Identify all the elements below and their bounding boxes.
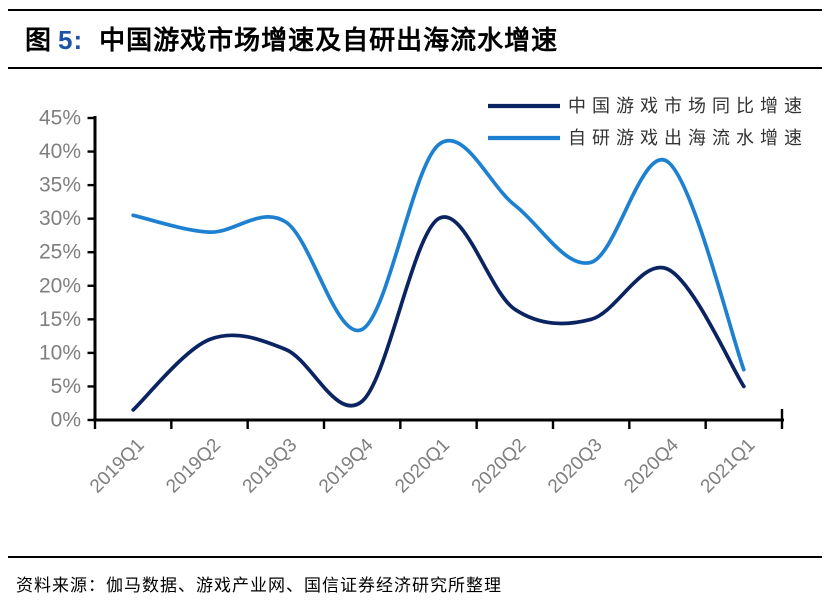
line-chart: 0% 5% 10% 15% 20% 25% 30% 35% 40% 45% 2019Q1 2019Q2…: [39, 96, 808, 498]
source-text: 资料来源：伽马数据、游戏产业网、国信证券经济研究所整理: [16, 576, 502, 595]
x-tick-label: 2020Q3: [544, 435, 607, 498]
x-tick-label: 2019Q3: [239, 435, 302, 498]
legend-label-0: 中国游戏市场同比增速: [568, 96, 808, 116]
x-tick-label: 2020Q4: [620, 434, 683, 497]
x-tick-label: 2021Q1: [697, 435, 760, 498]
y-tick-label: 10%: [39, 341, 81, 364]
y-tick-label: 20%: [39, 274, 81, 297]
y-tick-label: 35%: [39, 174, 81, 197]
legend-label-1: 自研游戏出海流水增速: [568, 128, 808, 148]
figure-title: 中国游戏市场增速及自研出海流水增速: [99, 25, 559, 55]
y-tick-label: 5%: [51, 375, 81, 398]
figure-label-prefix: 图: [25, 25, 53, 55]
x-tick-label: 2019Q1: [86, 435, 149, 498]
figure-title-block: 图 5: 中国游戏市场增速及自研出海流水增速: [8, 9, 822, 69]
chart-area: 0% 5% 10% 15% 20% 25% 30% 35% 40% 45% 2019Q1 2019Q2…: [0, 60, 830, 540]
y-tick-label: 25%: [39, 241, 81, 264]
figure-number: 5:: [58, 25, 84, 55]
x-tick-label: 2020Q1: [391, 435, 454, 498]
source-block: 资料来源：伽马数据、游戏产业网、国信证券经济研究所整理: [8, 556, 822, 596]
series-line-0: [131, 215, 746, 412]
y-tick-label: 45%: [39, 107, 81, 130]
y-tick-label: 30%: [39, 207, 81, 230]
x-tick-label: 2020Q2: [468, 435, 531, 498]
x-tick-label: 2019Q4: [315, 434, 378, 497]
x-tick-label: 2019Q2: [162, 435, 225, 498]
y-tick-label: 0%: [51, 409, 81, 432]
y-tick-label: 40%: [39, 140, 81, 163]
y-tick-label: 15%: [39, 308, 81, 331]
series-line-1: [131, 138, 746, 372]
